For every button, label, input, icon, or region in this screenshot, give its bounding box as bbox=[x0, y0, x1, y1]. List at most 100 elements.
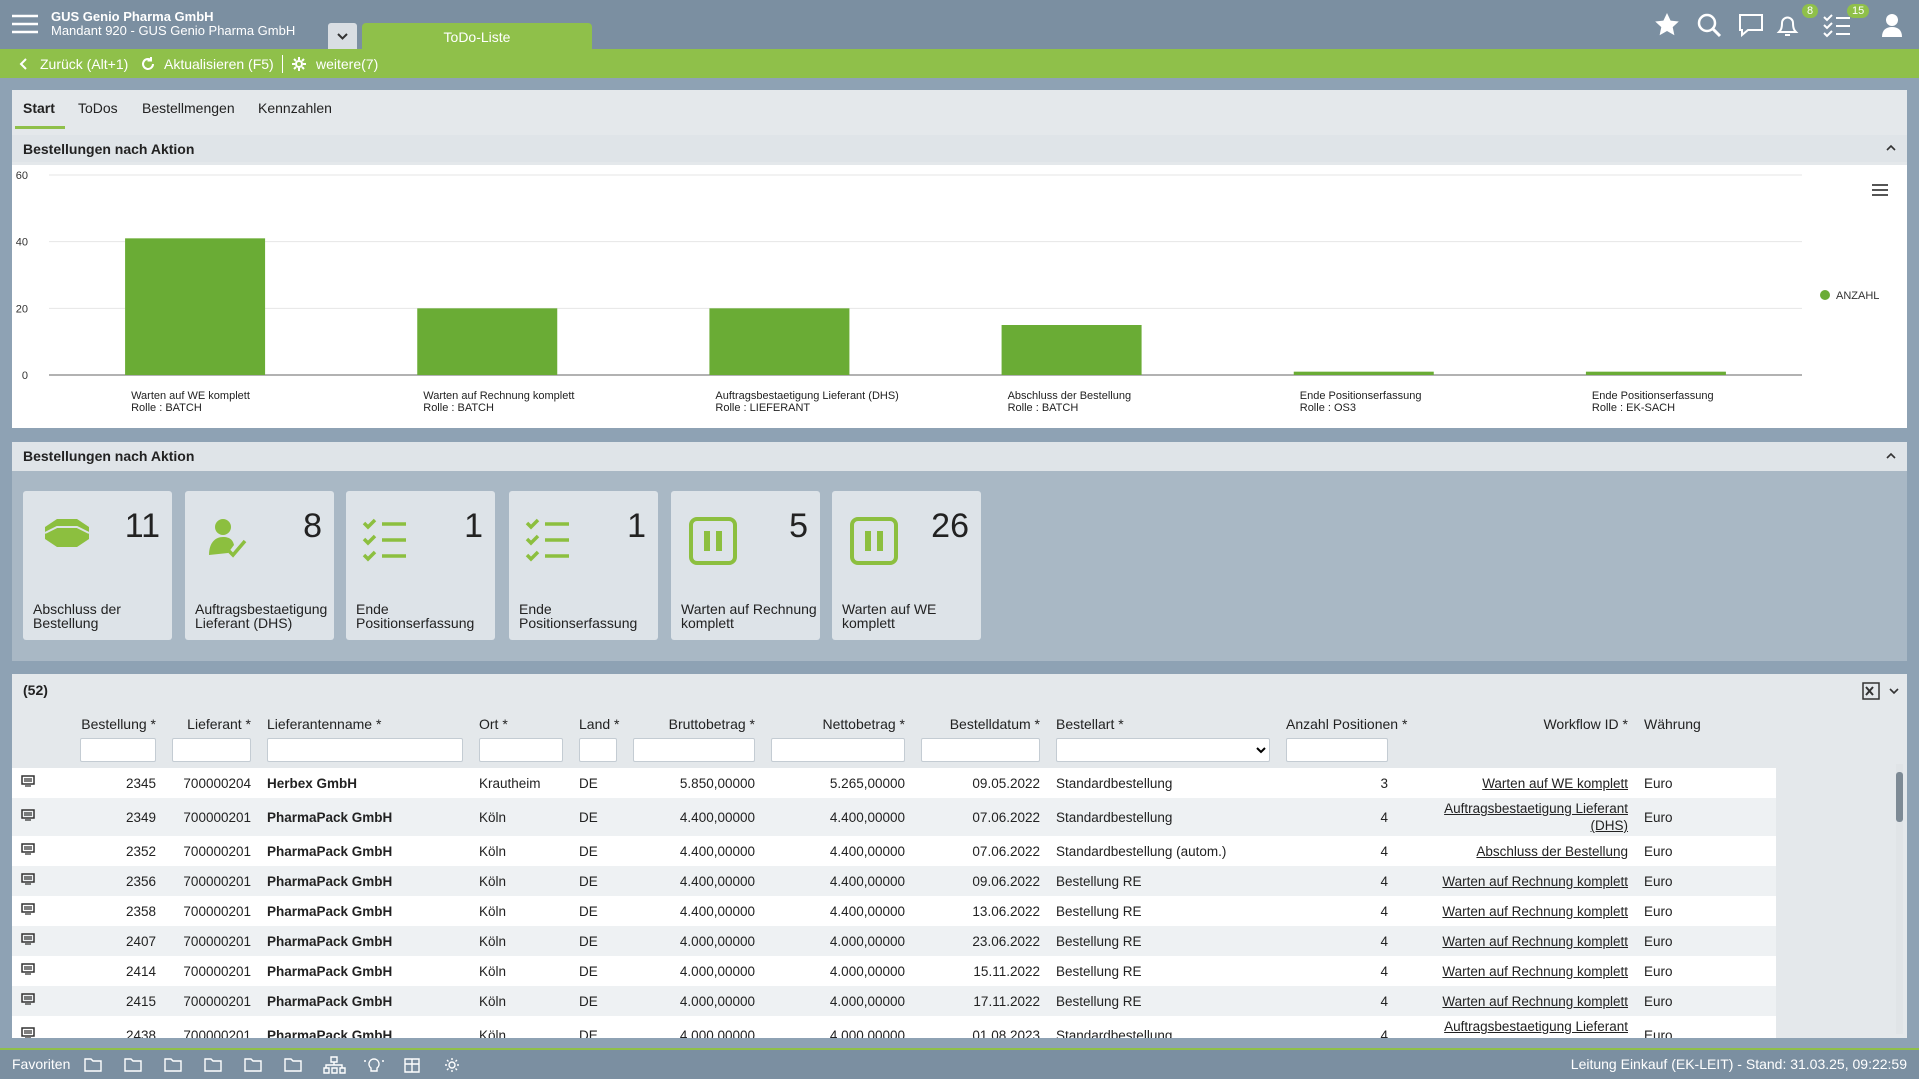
column-header[interactable]: Bestelldatum * bbox=[949, 716, 1040, 732]
status-tile[interactable]: 26 Warten auf WE komplett bbox=[832, 491, 981, 640]
row-icon[interactable] bbox=[20, 992, 36, 1006]
table-cell[interactable]: Auftragsbestaetigung Lieferant (DHS) bbox=[1444, 1019, 1628, 1038]
table-cell[interactable]: Warten auf Rechnung komplett bbox=[1442, 963, 1628, 979]
table-cell[interactable]: Abschluss der Bestellung bbox=[1476, 843, 1628, 859]
menu-icon[interactable] bbox=[10, 12, 40, 36]
column-filter[interactable] bbox=[1286, 738, 1388, 762]
refresh-button[interactable]: Aktualisieren (F5) bbox=[164, 56, 274, 72]
column-filter[interactable] bbox=[267, 738, 463, 762]
column-header[interactable]: Lieferant * bbox=[187, 716, 251, 732]
bar[interactable] bbox=[125, 238, 266, 375]
column-filter[interactable] bbox=[921, 738, 1040, 762]
table-cell: 4.000,00000 bbox=[679, 963, 755, 979]
filter-cell bbox=[1636, 732, 1776, 768]
back-button[interactable]: Zurück (Alt+1) bbox=[40, 56, 129, 72]
table-row[interactable]: 2349 700000201 PharmaPack GmbH Köln DE 4.400,… bbox=[12, 798, 1776, 836]
table-cell: Bestellung RE bbox=[1056, 963, 1142, 979]
status-tile[interactable]: 11 Abschluss der Bestellung bbox=[23, 491, 172, 640]
table-cell[interactable]: Warten auf Rechnung komplett bbox=[1442, 993, 1628, 1009]
row-icon[interactable] bbox=[20, 932, 36, 946]
column-header[interactable]: Land * bbox=[579, 716, 620, 732]
tab[interactable]: Start bbox=[23, 100, 55, 116]
column-filter[interactable] bbox=[1056, 738, 1270, 762]
row-icon[interactable] bbox=[20, 962, 36, 976]
column-header[interactable]: Anzahl Positionen * bbox=[1286, 716, 1408, 732]
table-row[interactable]: 2345 700000204 Herbex GmbH Krautheim DE 5.850… bbox=[12, 768, 1776, 798]
notification-badge: 8 bbox=[1802, 4, 1819, 18]
status-tile[interactable]: 1 Ende Positionserfassung bbox=[346, 491, 495, 640]
table-cell[interactable]: Auftragsbestaetigung Lieferant (DHS) bbox=[1444, 801, 1628, 833]
column-header[interactable]: Bestellung * bbox=[81, 716, 156, 732]
column-header[interactable]: Bestellart * bbox=[1056, 716, 1124, 732]
table-cell[interactable]: Warten auf Rechnung komplett bbox=[1442, 873, 1628, 889]
table-cell[interactable]: Warten auf Rechnung komplett bbox=[1442, 903, 1628, 919]
filter-cell bbox=[763, 732, 913, 768]
more-button[interactable]: weitere(7) bbox=[316, 56, 379, 72]
chart-menu[interactable] bbox=[1872, 184, 1888, 196]
column-header[interactable]: Workflow ID * bbox=[1543, 716, 1628, 732]
x-tick-label: Warten auf WE komplett bbox=[131, 390, 250, 402]
row-icon[interactable] bbox=[20, 1026, 36, 1038]
collapse-icon[interactable] bbox=[1885, 143, 1897, 153]
column-header[interactable]: Währung bbox=[1644, 716, 1701, 732]
bar[interactable] bbox=[1585, 371, 1726, 375]
active-tab[interactable]: ToDo-Liste bbox=[362, 23, 592, 49]
table-cell: 700000201 bbox=[183, 903, 251, 919]
table-cell: DE bbox=[579, 993, 598, 1009]
scrollbar-thumb[interactable] bbox=[1896, 772, 1903, 822]
tab[interactable]: Bestellmengen bbox=[142, 100, 235, 116]
table-cell: 700000201 bbox=[183, 963, 251, 979]
column-filter[interactable] bbox=[771, 738, 905, 762]
table-row[interactable]: 2414 700000201 PharmaPack GmbH Köln DE 4.000,… bbox=[12, 956, 1776, 986]
row-icon[interactable] bbox=[20, 842, 36, 856]
status-tile[interactable]: 8 Auftragsbestaetigung Lieferant (DHS) bbox=[185, 491, 334, 640]
row-icon[interactable] bbox=[20, 808, 36, 822]
bar[interactable] bbox=[1001, 325, 1142, 375]
bar[interactable] bbox=[709, 308, 850, 375]
footer: Favoriten Leitung Einkauf (EK-LEIT) - St… bbox=[0, 1048, 1919, 1079]
top-bar: GUS Genio Pharma GmbH Mandant 920 - GUS … bbox=[0, 0, 1919, 49]
legend-label[interactable]: ANZAHL bbox=[1836, 290, 1879, 302]
row-icon[interactable] bbox=[20, 902, 36, 916]
column-header[interactable]: Ort * bbox=[479, 716, 508, 732]
column-header[interactable]: Nettobetrag * bbox=[822, 716, 906, 732]
bar[interactable] bbox=[417, 308, 558, 375]
table-cell: Euro bbox=[1644, 963, 1673, 979]
table-cell: 4.000,00000 bbox=[679, 933, 755, 949]
bar[interactable] bbox=[1293, 371, 1434, 375]
filter-cell bbox=[259, 732, 471, 768]
row-icon[interactable] bbox=[20, 774, 36, 788]
column-filter[interactable] bbox=[633, 738, 755, 762]
table-cell: Standardbestellung bbox=[1056, 775, 1173, 791]
column-header[interactable]: Bruttobetrag * bbox=[668, 716, 755, 732]
table-row[interactable]: 2352 700000201 PharmaPack GmbH Köln DE 4.400,… bbox=[12, 836, 1776, 866]
tab[interactable]: ToDos bbox=[78, 100, 118, 116]
tab-dropdown[interactable] bbox=[328, 23, 357, 49]
favorites[interactable]: Favoriten bbox=[12, 1056, 71, 1072]
table-cell: 700000204 bbox=[183, 775, 251, 791]
tab[interactable]: Kennzahlen bbox=[258, 100, 332, 116]
table-cell[interactable]: Warten auf WE komplett bbox=[1482, 775, 1628, 791]
table-row[interactable]: 2358 700000201 PharmaPack GmbH Köln DE 4.400,… bbox=[12, 896, 1776, 926]
row-icon[interactable] bbox=[20, 872, 36, 886]
column-header[interactable]: Lieferantenname * bbox=[267, 716, 382, 732]
table-row[interactable]: 2415 700000201 PharmaPack GmbH Köln DE 4.000,… bbox=[12, 986, 1776, 1016]
column-filter[interactable] bbox=[479, 738, 563, 762]
column-filter[interactable] bbox=[80, 738, 156, 762]
section-title[interactable]: Bestellungen nach Aktion bbox=[12, 135, 1907, 162]
status-tile[interactable]: 1 Ende Positionserfassung bbox=[509, 491, 658, 640]
tile-label: Abschluss der Bestellung bbox=[33, 601, 121, 631]
excel-export[interactable] bbox=[1862, 682, 1902, 700]
table-row[interactable]: 2356 700000201 PharmaPack GmbH Köln DE 4.400,… bbox=[12, 866, 1776, 896]
refresh-icon bbox=[142, 57, 154, 70]
section-title[interactable]: Bestellungen nach Aktion bbox=[12, 442, 1907, 471]
collapse-icon[interactable] bbox=[1885, 451, 1897, 461]
column-filter[interactable] bbox=[172, 738, 251, 762]
table-cell[interactable]: Warten auf Rechnung komplett bbox=[1442, 933, 1628, 949]
column-filter[interactable] bbox=[579, 738, 617, 762]
table-row[interactable]: 2438 700000201 PharmaPack GmbH Köln DE 4.000,… bbox=[12, 1016, 1776, 1038]
table-row[interactable]: 2407 700000201 PharmaPack GmbH Köln DE 4.000,… bbox=[12, 926, 1776, 956]
status-tile[interactable]: 5 Warten auf Rechnung komplett bbox=[671, 491, 820, 640]
table-cell: 700000201 bbox=[183, 873, 251, 889]
